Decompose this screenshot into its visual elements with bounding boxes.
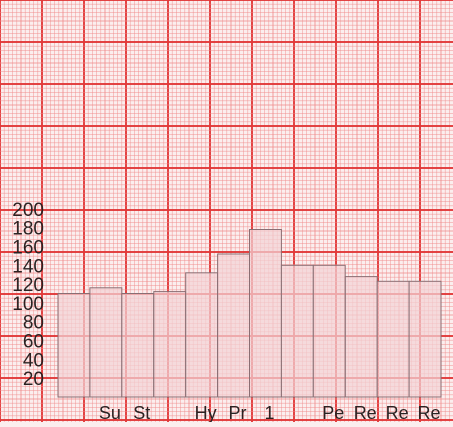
x-tick-label: Re — [354, 403, 377, 422]
y-tick-label: 160 — [12, 237, 44, 258]
x-tick-label: Re — [417, 403, 440, 422]
bar — [153, 291, 187, 398]
bar — [185, 272, 219, 398]
bar — [249, 229, 282, 398]
bar — [217, 253, 251, 398]
bar — [121, 293, 155, 398]
y-tick-label: 120 — [12, 275, 44, 296]
x-tick-label: Pe — [322, 403, 344, 422]
y-tick-label: 100 — [12, 294, 44, 315]
bar — [344, 276, 378, 398]
bar — [312, 264, 346, 398]
y-tick-label: 60 — [23, 332, 44, 353]
x-tick-label: 1 — [264, 403, 274, 422]
bar — [376, 280, 410, 398]
y-tick-label: 180 — [12, 219, 44, 240]
bar — [89, 287, 123, 398]
y-tick-label: 200 — [12, 200, 44, 221]
bar — [280, 264, 314, 398]
x-tick-label: Hy — [195, 403, 217, 422]
y-tick-label: 40 — [23, 350, 44, 371]
y-tick-label: 80 — [23, 313, 44, 334]
x-tick-label: Re — [386, 403, 409, 422]
bar — [57, 293, 91, 398]
x-tick-label: Pr — [229, 403, 247, 422]
y-tick-label: 140 — [12, 256, 44, 277]
y-tick-label: 20 — [23, 369, 44, 390]
bars — [57, 229, 442, 398]
x-tick-label: St — [133, 403, 150, 422]
x-tick-label: Su — [99, 403, 121, 422]
bar — [408, 280, 442, 398]
